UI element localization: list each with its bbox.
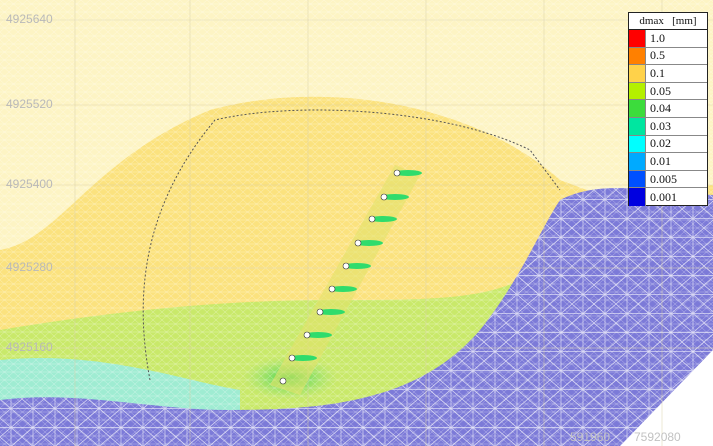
legend-label: 1.0 [650, 30, 665, 45]
y-axis-label: 4925520 [6, 97, 53, 111]
legend-swatch [629, 100, 646, 117]
legend-entry: 0.1 [629, 65, 707, 83]
well-halo [343, 263, 371, 269]
well-marker [368, 215, 376, 223]
well-marker [288, 354, 296, 362]
y-axis-label: 4925640 [6, 12, 53, 26]
legend-label: 0.05 [650, 83, 671, 98]
legend-entry: 0.01 [629, 153, 707, 171]
well-marker [393, 169, 401, 177]
y-axis-label: 4925280 [6, 260, 53, 274]
legend-entry: 0.005 [629, 170, 707, 189]
well-halo [329, 286, 357, 292]
legend-swatch [629, 135, 646, 153]
well-halo [317, 309, 345, 315]
legend-swatch [629, 65, 646, 82]
legend-label: 0.001 [650, 189, 677, 204]
well-marker [303, 331, 311, 339]
well-marker [279, 377, 287, 385]
legend-entry: 0.02 [629, 135, 707, 154]
legend-title: dmax [mm] [629, 13, 707, 30]
well-halo [381, 194, 409, 200]
well-halo [369, 216, 397, 222]
legend-swatch [629, 153, 646, 170]
legend-label: 0.005 [650, 171, 677, 186]
legend-label: 0.1 [650, 65, 665, 80]
legend-swatch [629, 82, 646, 100]
legend-entry: 0.5 [629, 47, 707, 66]
well-marker [316, 308, 324, 316]
x-axis-label: 591960 [570, 430, 611, 444]
wells [279, 169, 422, 385]
legend-swatch [629, 170, 646, 188]
legend-entry: 0.05 [629, 82, 707, 101]
legend-swatch [629, 188, 646, 206]
legend-swatch [629, 47, 646, 65]
legend-entry: 0.001 [629, 188, 707, 206]
coarse-mesh [0, 188, 713, 446]
well-halo [289, 355, 317, 361]
legend-label: 0.03 [650, 118, 671, 133]
y-axis-label: 4925400 [6, 177, 53, 191]
well-marker [342, 262, 350, 270]
legend-label: 0.5 [650, 48, 665, 63]
excavation-boundary [142, 109, 561, 381]
y-axis-label: 4925160 [6, 340, 53, 354]
x-axis-label: 7592080 [634, 430, 681, 444]
well-halo [355, 240, 383, 246]
legend-entry: 0.03 [629, 117, 707, 136]
well-marker [354, 239, 362, 247]
well-marker [380, 193, 388, 201]
well-marker [328, 285, 336, 293]
legend-swatch [629, 30, 646, 47]
legend-swatch [629, 117, 646, 135]
legend-entry: 1.0 [629, 30, 707, 48]
legend: dmax [mm] 1.0 0.5 0.1 0.05 0.04 0.03 0.0… [628, 12, 708, 206]
well-halo [394, 170, 422, 176]
legend-label: 0.02 [650, 136, 671, 151]
well-halo [304, 332, 332, 338]
legend-label: 0.01 [650, 153, 671, 168]
legend-entry: 0.04 [629, 100, 707, 118]
legend-label: 0.04 [650, 101, 671, 116]
